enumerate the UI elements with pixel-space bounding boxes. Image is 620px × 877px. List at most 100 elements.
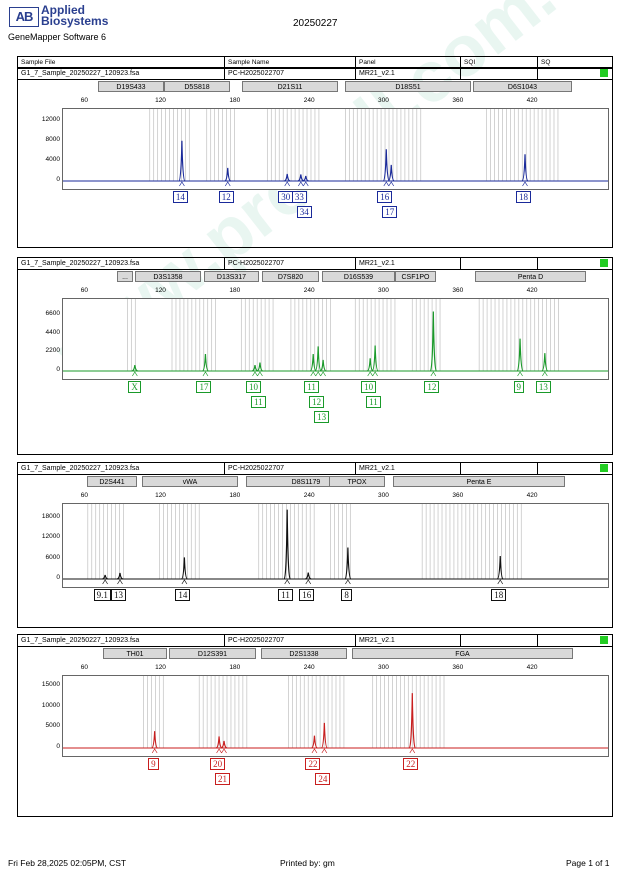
- allele-call-label[interactable]: 17: [196, 381, 212, 393]
- y-tick-label: 15000: [41, 681, 60, 689]
- peak: [305, 572, 312, 580]
- report-date: 20250227: [293, 18, 338, 29]
- allele-call-label[interactable]: 12: [218, 191, 234, 203]
- allele-call-label[interactable]: 10: [245, 381, 261, 393]
- peak: [496, 555, 504, 580]
- peak: [283, 509, 291, 580]
- locus-marker[interactable]: D16S539: [322, 271, 395, 282]
- allele-call-label[interactable]: 22: [403, 758, 419, 770]
- peak: [284, 173, 291, 182]
- x-tick-label: 300: [378, 664, 389, 671]
- allele-call-label[interactable]: 21: [215, 773, 231, 785]
- trace-svg: [63, 676, 608, 754]
- allele-call-label[interactable]: 17: [382, 206, 398, 218]
- allele-call-label[interactable]: 11: [304, 381, 319, 393]
- allele-call-label[interactable]: 16: [299, 589, 315, 601]
- x-tick-label: 420: [526, 664, 538, 671]
- peak-marker: [320, 371, 326, 377]
- peak-marker: [345, 579, 351, 585]
- x-tick-label: 240: [303, 97, 315, 104]
- peak-marker: [311, 748, 318, 754]
- allele-call-label[interactable]: 11: [250, 396, 266, 408]
- locus-marker[interactable]: TH01: [103, 648, 167, 659]
- locus-marker[interactable]: TPOX: [329, 476, 385, 487]
- locus-marker[interactable]: Penta E: [393, 476, 565, 487]
- locus-marker[interactable]: D7S820: [262, 271, 319, 282]
- peak: [429, 311, 437, 372]
- allele-call-label[interactable]: 8: [341, 589, 352, 601]
- allele-call-label[interactable]: 13: [535, 381, 551, 393]
- peak: [181, 557, 188, 580]
- locus-marker[interactable]: D19S433: [98, 81, 164, 92]
- locus-marker[interactable]: D6S1043: [473, 81, 572, 92]
- allele-call-label[interactable]: 24: [315, 773, 331, 785]
- locus-marker[interactable]: Penta D: [475, 271, 586, 282]
- allele-call-label[interactable]: 9: [513, 381, 525, 393]
- allele-call-label[interactable]: 12: [309, 396, 325, 408]
- y-tick-label: 12000: [41, 533, 60, 541]
- allele-call-label[interactable]: 22: [305, 758, 321, 770]
- allele-call-label[interactable]: 18: [516, 191, 531, 203]
- locus-marker[interactable]: D12S391: [169, 648, 256, 659]
- x-tick-label: 60: [80, 97, 88, 104]
- peak: [320, 722, 328, 749]
- allele-call-label[interactable]: X: [128, 381, 141, 393]
- peak: [224, 167, 231, 182]
- allele-call-label[interactable]: 11: [366, 396, 381, 408]
- locus-marker[interactable]: CSF1PO: [395, 271, 436, 282]
- electropherogram-panel-green: G1_7_Sample_20250227_120923.fsa PC-H20250…: [17, 257, 613, 455]
- peak-marker: [383, 181, 390, 187]
- locus-marker[interactable]: D2S1338: [261, 648, 347, 659]
- sample-file-name: G1_7_Sample_20250227_120923.fsa: [21, 260, 140, 267]
- applied-biosystems-logo-mark: AB: [9, 7, 39, 27]
- allele-call-label[interactable]: 9: [148, 758, 159, 770]
- locus-marker[interactable]: D21S11: [242, 81, 338, 92]
- peak: [314, 346, 322, 372]
- allele-call-label[interactable]: 14: [175, 589, 191, 601]
- locus-marker[interactable]: D18S51: [345, 81, 471, 92]
- column-header-row: Sample File Sample Name Panel SQI SQ: [17, 56, 613, 69]
- peak: [178, 140, 186, 182]
- locus-marker[interactable]: D5S818: [164, 81, 230, 92]
- locus-marker[interactable]: D2S441: [87, 476, 137, 487]
- locus-marker[interactable]: D3S1358: [135, 271, 201, 282]
- peak-marker: [151, 748, 158, 754]
- allele-call-label[interactable]: 33: [291, 191, 307, 203]
- allele-call-label[interactable]: 34: [296, 206, 312, 218]
- allele-call-label[interactable]: 13: [110, 589, 126, 601]
- allele-call-label[interactable]: 11: [278, 589, 293, 601]
- locus-marker[interactable]: vWA: [142, 476, 238, 487]
- allele-call-label[interactable]: 16: [377, 191, 393, 203]
- locus-marker[interactable]: ...: [117, 271, 133, 282]
- peak-marker: [284, 579, 290, 585]
- logo-line-1: Applied: [41, 3, 85, 17]
- allele-call-label[interactable]: 12: [424, 381, 440, 393]
- allele-call-label[interactable]: 13: [314, 411, 330, 423]
- peak-marker: [372, 371, 378, 377]
- trace-svg: [63, 504, 608, 585]
- locus-marker[interactable]: FGA: [352, 648, 573, 659]
- peak: [382, 149, 390, 182]
- peak-marker: [132, 371, 138, 377]
- peak: [116, 572, 124, 580]
- allele-call-label[interactable]: 20: [210, 758, 226, 770]
- x-tick-label: 420: [526, 287, 538, 294]
- locus-marker[interactable]: D13S317: [204, 271, 259, 282]
- x-tick-label: 420: [526, 97, 538, 104]
- allele-call-label[interactable]: 18: [491, 589, 507, 601]
- peak: [408, 693, 416, 749]
- peak: [151, 731, 158, 749]
- peak-marker: [216, 748, 222, 754]
- x-tick-label: 60: [80, 664, 88, 671]
- footer-timestamp: Fri Feb 28,2025 02:05PM, CST: [8, 858, 127, 868]
- sample-file-name: G1_7_Sample_20250227_120923.fsa: [21, 70, 140, 77]
- allele-call-label[interactable]: 14: [172, 191, 188, 203]
- trace-svg: [63, 109, 608, 187]
- trace-svg: [63, 299, 608, 377]
- x-tick-label: 180: [229, 97, 241, 104]
- allele-call-label[interactable]: 10: [361, 381, 377, 393]
- peak: [131, 364, 138, 372]
- peak: [215, 736, 223, 749]
- col-panel: Panel: [359, 59, 376, 66]
- allele-call-label[interactable]: 9.1: [93, 589, 111, 601]
